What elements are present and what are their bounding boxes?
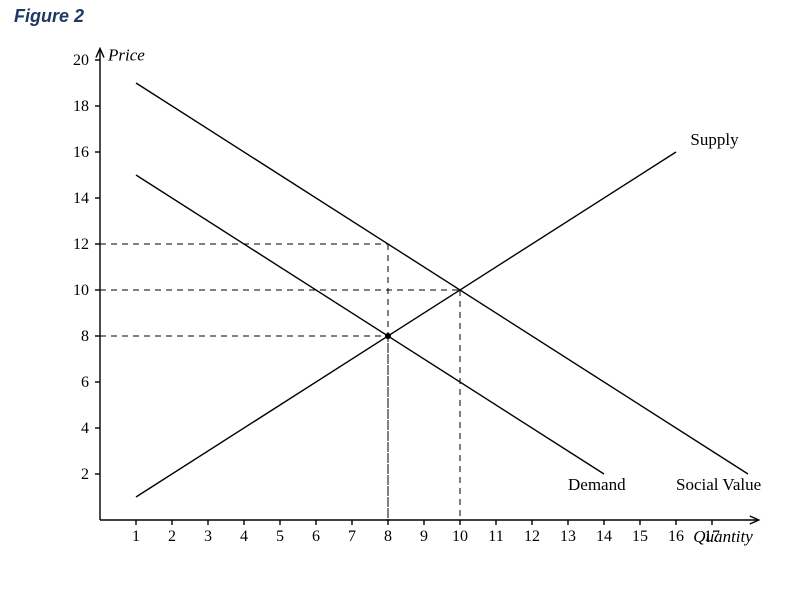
line-label-supply: Supply <box>690 130 739 149</box>
x-tick-label-4: 4 <box>240 528 248 545</box>
y-tick-label-6: 6 <box>81 374 89 391</box>
x-tick-label-10: 10 <box>452 528 468 545</box>
line-supply <box>136 152 676 497</box>
line-label-social-value: Social Value <box>676 475 761 494</box>
y-tick-label-18: 18 <box>73 98 89 115</box>
line-label-demand: Demand <box>568 475 626 494</box>
equilibrium-point <box>385 333 391 339</box>
x-tick-label-3: 3 <box>204 528 212 545</box>
y-tick-label-12: 12 <box>73 236 89 253</box>
x-tick-label-5: 5 <box>276 528 284 545</box>
y-tick-label-20: 20 <box>73 52 89 69</box>
x-tick-label-12: 12 <box>524 528 540 545</box>
x-tick-label-8: 8 <box>384 528 392 545</box>
line-social-value <box>136 83 748 474</box>
x-tick-label-16: 16 <box>668 528 684 545</box>
y-tick-label-2: 2 <box>81 466 89 483</box>
figure-title: Figure 2 <box>14 6 84 27</box>
x-tick-label-2: 2 <box>168 528 176 545</box>
x-tick-label-15: 15 <box>632 528 648 545</box>
y-tick-label-4: 4 <box>81 420 89 437</box>
line-demand <box>136 175 604 474</box>
figure-container: Figure 2 1234567891011121314151617246810… <box>0 0 796 594</box>
x-tick-label-14: 14 <box>596 528 612 545</box>
x-axis-label: Quantity <box>693 527 753 546</box>
y-tick-label-14: 14 <box>73 190 89 207</box>
y-tick-label-10: 10 <box>73 282 89 299</box>
economics-chart: 1234567891011121314151617246810121416182… <box>30 40 770 580</box>
y-tick-label-16: 16 <box>73 144 89 161</box>
x-tick-label-11: 11 <box>488 528 503 545</box>
x-tick-label-1: 1 <box>132 528 140 545</box>
x-tick-label-6: 6 <box>312 528 320 545</box>
x-tick-label-9: 9 <box>420 528 428 545</box>
y-tick-label-8: 8 <box>81 328 89 345</box>
x-tick-label-13: 13 <box>560 528 576 545</box>
y-axis-label: Price <box>107 46 145 65</box>
x-tick-label-7: 7 <box>348 528 356 545</box>
